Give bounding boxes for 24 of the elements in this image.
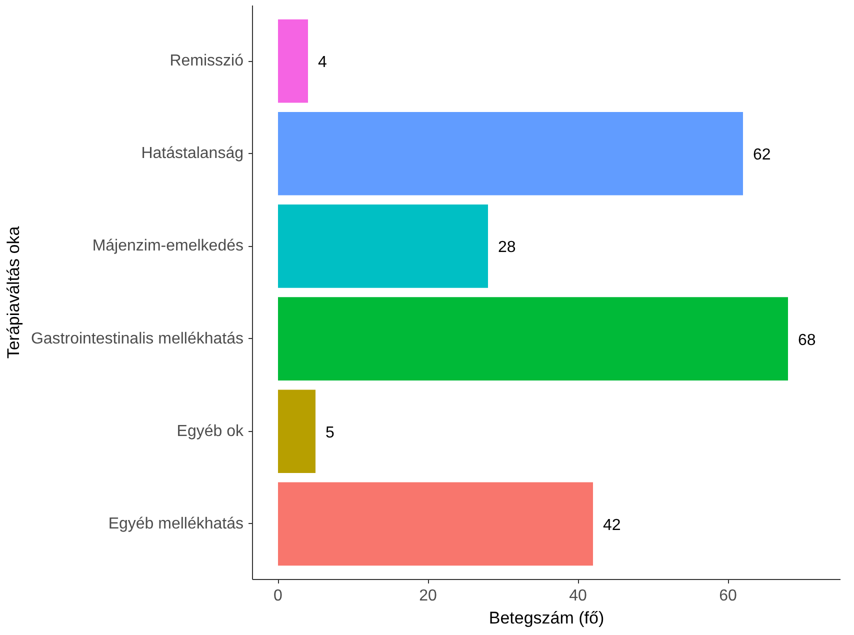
x-tick-label: 60	[719, 588, 737, 604]
y-tick-label: Remisszió	[170, 52, 244, 70]
bar	[278, 19, 308, 103]
x-tick-label: 40	[569, 588, 587, 604]
y-tick-label: Egyéb ok	[176, 422, 244, 440]
data-label: 68	[798, 332, 816, 349]
y-tick-label: Gastrointestinalis mellékhatás	[30, 330, 244, 348]
x-tick-label: 0	[274, 588, 283, 604]
bar	[278, 204, 488, 288]
data-label: 62	[753, 146, 771, 164]
data-label: 42	[603, 516, 621, 534]
x-axis-title: Betegszám (fő)	[488, 608, 604, 628]
bar	[278, 482, 593, 566]
bar	[278, 112, 743, 196]
y-tick-label: Hatástalanság	[141, 145, 244, 162]
data-label: 5	[326, 424, 334, 442]
data-label: 4	[318, 54, 327, 72]
bar	[278, 390, 316, 474]
y-tick-label: Egyéb mellékhatás	[108, 515, 244, 532]
data-label: 28	[498, 239, 516, 256]
y-tick-label: Májenzim-emelkedés	[92, 238, 244, 255]
bar	[278, 297, 788, 380]
y-axis-title: Terápiaváltás oka	[4, 226, 23, 359]
x-tick-label: 20	[419, 588, 437, 604]
